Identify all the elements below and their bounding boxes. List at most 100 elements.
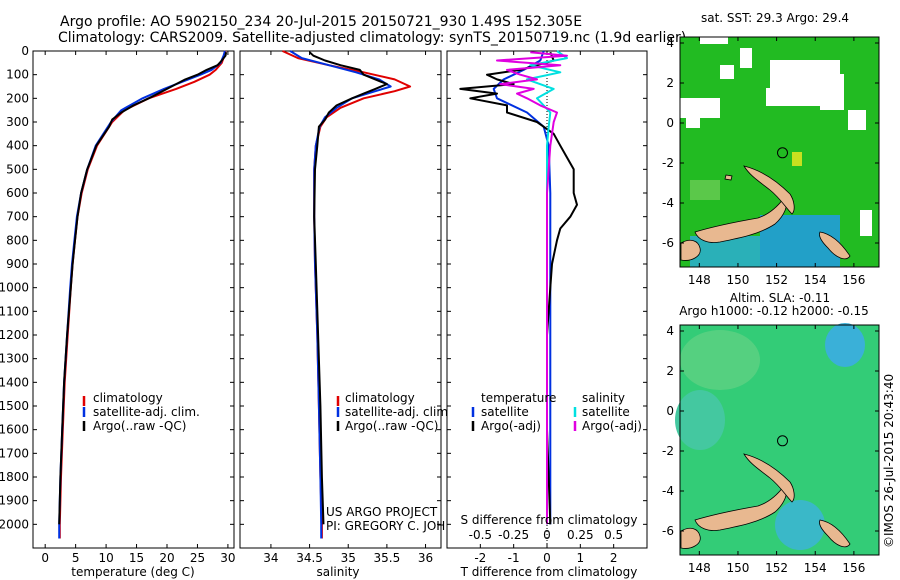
depth-tick-label: 1800: [0, 470, 29, 484]
map-y-tick-label: 2: [666, 76, 674, 90]
depth-tick-label: 800: [6, 233, 29, 247]
map-x-tick-label: 150: [727, 561, 750, 575]
s-difference-tick-label: -0.25: [498, 528, 529, 542]
legend-argo-label: Argo(..raw -QC): [345, 419, 438, 433]
principal-investigator: PI: GREGORY C. JOHNSON: [326, 519, 480, 533]
depth-tick-label: 700: [6, 210, 29, 224]
sla-map-title-line2: Argo h1000: -0.12 h2000: -0.15: [679, 304, 869, 318]
x-tick-label: 5: [72, 551, 80, 565]
series-line-argo-raw-qc-: [58, 52, 228, 525]
legend-s-satellite-label: satellite: [582, 405, 630, 419]
sst-cloud-mask: [860, 210, 872, 236]
sst-map-frame: [679, 36, 880, 268]
sst-map-title: sat. SST: 29.3 Argo: 29.4: [701, 11, 849, 25]
legend-temperature-title: temperature: [481, 391, 556, 405]
sla-field-variation: [675, 390, 725, 450]
x-tick-label: 35.5: [374, 551, 401, 565]
s-difference-label: S difference from climatology: [461, 513, 638, 527]
x-tick-label: 20: [159, 551, 174, 565]
argo-location-marker: [777, 147, 788, 159]
sst-map-axes: 148 150 152 154 156 4 2 0 -2 -4 -6: [662, 36, 879, 287]
x-tick-label: -1: [508, 551, 520, 565]
s-difference-tick-label: 0: [543, 528, 551, 542]
s-difference-axis: -0.5 -0.25 0 0.25 0.5: [469, 528, 624, 542]
sst-warm-patch: [792, 152, 802, 166]
x-tick-label: 30: [220, 551, 235, 565]
difference-y-ticks: [447, 50, 647, 525]
x-tick-label: 2: [610, 551, 618, 565]
title-line-2: Climatology: CARS2009. Satellite-adjuste…: [58, 30, 687, 46]
project-name: US ARGO PROJECT: [326, 505, 438, 519]
x-tick-label: -2: [474, 551, 486, 565]
map-x-tick-label: 148: [688, 561, 711, 575]
depth-tick-label: 400: [6, 139, 29, 153]
depth-tick-label: 900: [6, 257, 29, 271]
x-tick-label: 34: [263, 551, 278, 565]
sst-cloud-mask: [680, 98, 720, 118]
sla-low-anomaly: [825, 323, 865, 367]
difference-legend: temperature salinity satellite Argo(-adj…: [471, 391, 642, 433]
new-britain-island: [694, 485, 787, 531]
sst-cloud-mask: [820, 74, 844, 110]
map-y-tick-label: -2: [662, 444, 674, 458]
sst-cloud-mask: [766, 88, 820, 106]
map-y-tick-label: -4: [662, 196, 674, 210]
salinity-legend: climatology satellite-adj. clim. Argo(..…: [336, 391, 452, 433]
salinity-series: [282, 50, 412, 539]
temperature-series: [58, 50, 228, 539]
x-tick-label: 1: [577, 551, 585, 565]
depth-tick-label: 1300: [0, 352, 29, 366]
sst-land: [680, 165, 851, 261]
x-tick-label: 36: [418, 551, 433, 565]
depth-axis: 0 100 200 300 400 500 600 700 800 900 1000 1100 1200…: [0, 44, 234, 531]
depth-tick-label: 100: [6, 68, 29, 82]
imos-credit: ©IMOS 26-Jul-2015 20:43:40: [882, 374, 896, 548]
depth-tick-label: 1500: [0, 399, 29, 413]
map-y-tick-label: -4: [662, 484, 674, 498]
map-x-tick-label: 154: [804, 273, 827, 287]
temperature-legend: climatology satellite-adj. clim. Argo(..…: [82, 391, 200, 433]
map-y-tick-label: 0: [666, 404, 674, 418]
depth-tick-label: 1200: [0, 328, 29, 342]
depth-tick-label: 500: [6, 162, 29, 176]
sst-cloud-mask: [848, 110, 866, 130]
difference-series: [459, 50, 578, 525]
bougainville-island: [819, 231, 851, 260]
x-tick-label: 34.5: [296, 551, 323, 565]
map-y-tick-label: -6: [662, 524, 674, 538]
sst-cloud-mask: [720, 65, 734, 79]
map-x-tick-label: 150: [727, 273, 750, 287]
sst-field-variation: [690, 180, 720, 200]
x-tick-label: 0: [41, 551, 49, 565]
map-x-tick-label: 156: [842, 561, 865, 575]
sla-map-title-line1: Altim. SLA: -0.11: [730, 291, 830, 305]
depth-tick-label: 1000: [0, 281, 29, 295]
small-island: [724, 174, 733, 181]
sst-cloud-mask: [740, 48, 752, 68]
legend-salinity-title: salinity: [582, 391, 625, 405]
sla-map-frame: [679, 324, 880, 556]
sla-map-axes: 148 150 152 154 156 4 2 0 -2 -4 -6: [662, 324, 879, 575]
x-tick-label: 10: [98, 551, 113, 565]
map-y-tick-label: 4: [666, 324, 674, 338]
new-guinea-coast: [680, 527, 701, 549]
x-tick-label: 0: [543, 551, 551, 565]
sla-low-anomaly: [775, 500, 825, 550]
salinity-panel: 34 34.5 35 35.5 36 salinity climatology sate…: [239, 50, 480, 579]
legend-argo-label: Argo(..raw -QC): [93, 419, 186, 433]
legend-t-argo-label: Argo(-adj): [481, 419, 541, 433]
temperature-panel: 0100200300400500600700800900100011001200…: [0, 44, 236, 579]
new-britain-island: [694, 197, 787, 243]
legend-t-satellite-label: satellite: [481, 405, 529, 419]
legend-satellite-label: satellite-adj. clim.: [93, 405, 200, 419]
map-y-tick-label: 0: [666, 116, 674, 130]
temperature-axes-frame: [32, 50, 235, 549]
s-difference-tick-label: 0.5: [604, 528, 623, 542]
map-y-tick-label: -6: [662, 236, 674, 250]
title-line-1: Argo profile: AO 5902150_234 20-Jul-2015…: [60, 14, 583, 30]
s-difference-tick-label: -0.5: [469, 528, 492, 542]
depth-tick-label: 1100: [0, 304, 29, 318]
map-x-tick-label: 152: [765, 273, 788, 287]
